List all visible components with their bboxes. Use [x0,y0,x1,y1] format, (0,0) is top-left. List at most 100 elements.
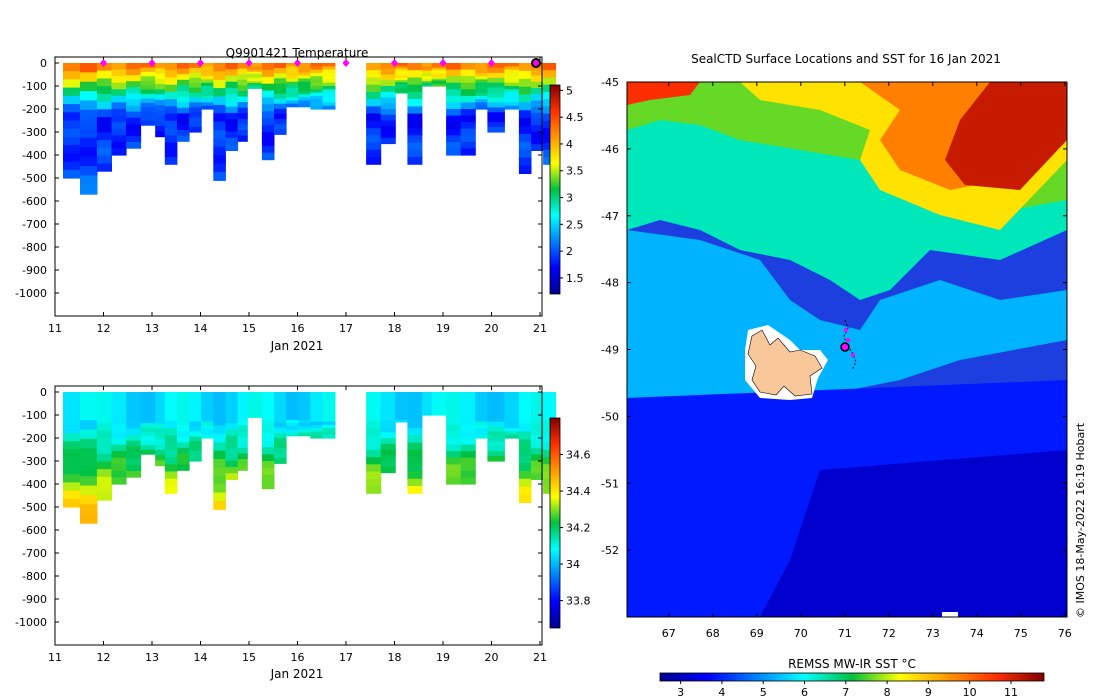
section-cell [431,392,447,395]
section-cell [261,76,275,85]
section-cell [213,400,226,410]
section-cell [531,392,544,399]
section-cell [96,461,112,470]
section-cell [140,76,156,82]
section-cell [475,424,488,429]
sst-colorbar-tick-label: 3 [677,686,684,699]
profile-marker [294,59,301,67]
section-cell [446,115,462,123]
section-cell [298,401,311,406]
section-cell [177,453,190,460]
section-cell [261,111,275,119]
section-cell [421,410,433,413]
section-cell [421,77,433,80]
y-tick-label: -400 [22,478,47,491]
section-cell [310,411,323,416]
section-cell [164,464,178,473]
section-cell [261,412,275,421]
section-cell [487,406,505,413]
section-cell [140,445,156,451]
section-cell [446,69,462,77]
section-cell [531,144,544,151]
section-cell [111,148,127,156]
section-cell [298,417,311,421]
section-cell [475,398,488,403]
section-cell [126,63,142,70]
section-cell [518,94,532,103]
section-cell [189,92,202,99]
section-cell [111,464,127,472]
section-cell [237,392,248,399]
section-cell [80,63,98,73]
x-tick-label: 14 [194,322,208,335]
section-cell [237,453,248,460]
section-cell [80,401,98,412]
section-cell [140,98,156,104]
lat-tick-label: -47 [601,210,619,223]
section-cell [475,69,488,74]
section-cell [504,76,520,80]
section-cell [298,404,311,409]
y-tick-label: -200 [22,432,47,445]
section-cell [80,156,98,167]
section-cell [407,464,423,473]
section-cell [126,471,142,478]
section-cell [518,423,532,432]
section-cell [225,473,239,480]
section-cell [322,92,336,97]
section-cell [460,109,476,117]
section-cell [261,138,275,147]
section-cell [366,428,382,436]
section-cell [407,392,423,400]
section-cell [310,415,323,419]
section-cell [395,398,408,402]
sst-colorbar-tick-label: 11 [1004,686,1018,699]
section-cell [487,421,505,428]
section-cell [96,140,112,149]
section-cell [380,432,396,439]
section-cell [213,146,226,156]
section-cell [421,406,433,409]
profile-marker [197,59,204,67]
section-cell [310,76,323,80]
section-cell [460,451,476,459]
section-cell [431,63,447,66]
section-cell [164,128,178,136]
section-cell [140,116,156,122]
section-cell [310,66,323,71]
section-cell [274,437,287,444]
section-cell [460,392,476,400]
section-cell [274,453,287,459]
section-cell [80,429,98,440]
section-cell [140,85,156,91]
section-cell [322,76,336,80]
section-cell [487,411,505,418]
section-cell [274,397,287,403]
section-cell [531,106,544,114]
section-cell [531,88,544,95]
lat-tick-label: -52 [601,544,619,557]
section-cell [237,96,248,103]
section-cell [63,63,81,72]
section-cell [177,74,190,81]
section-cell [504,89,520,94]
section-cell [63,161,81,171]
section-cell [189,122,202,128]
section-cell [395,71,408,75]
section-cell [421,72,433,76]
section-cell [431,398,447,401]
section-cell [543,420,557,429]
section-cell [96,132,112,141]
section-cell [274,407,287,413]
lat-tick-label: -49 [601,344,619,357]
sst-colorbar [659,672,1045,682]
section-cell [366,464,382,473]
section-cell [322,79,336,84]
section-cell [380,415,396,422]
section-cell [366,149,382,158]
section-cell [126,398,142,405]
section-cell [460,398,476,406]
section-cell [189,107,202,113]
section-cell [310,105,323,110]
section-cell [155,397,166,404]
